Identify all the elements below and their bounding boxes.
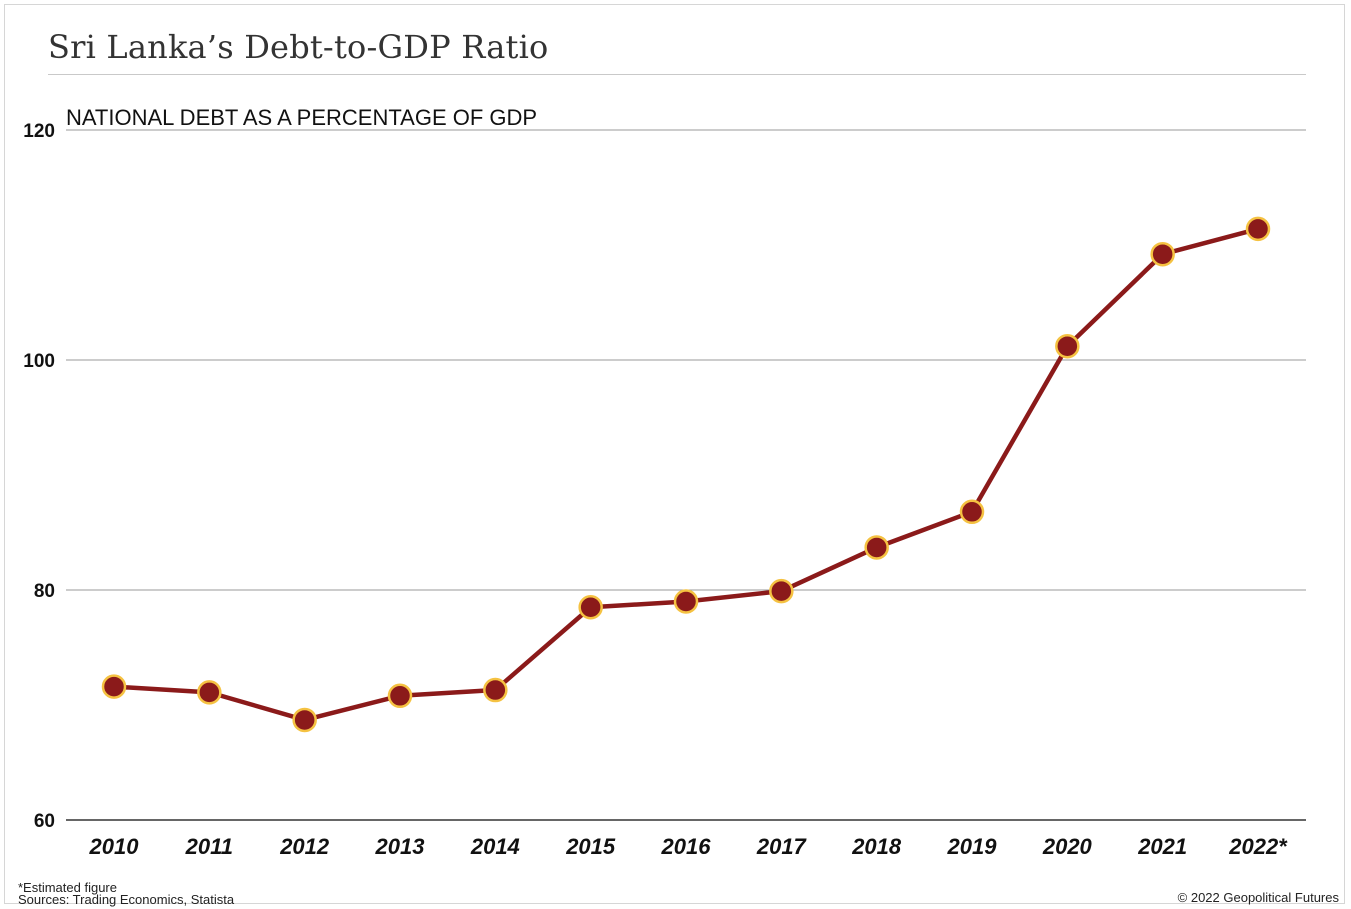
x-tick-label: 2019 [947,834,998,859]
data-point [864,535,889,560]
data-point [292,707,317,733]
x-tick-label: 2014 [470,834,520,859]
x-tick-label: 2012 [279,834,330,859]
data-point [197,680,222,705]
chart-frame [4,4,1345,904]
data-point [101,674,127,699]
data-point [1245,216,1271,242]
x-tick-label: 2022* [1228,834,1288,859]
data-point [483,677,508,703]
grid-layer [66,129,1306,821]
x-tick-label: 2015 [565,834,616,859]
data-point [769,578,794,604]
chart-notes: *Estimated figure Sources: Trading Econo… [18,880,235,907]
x-tick-label: 2021 [1137,834,1187,859]
data-point [959,499,985,525]
title-divider [48,74,1306,75]
y-axis-ticks: 60 80 100 120 [23,121,55,832]
y-tick-label: 120 [23,121,55,142]
data-point [1150,241,1175,267]
x-tick-label: 2020 [1042,834,1093,859]
x-tick-label: 2017 [756,834,808,859]
x-axis-ticks: 2010 2011 2012 2013 2014 2015 2016 2017 2018 2019… [89,834,1289,859]
y-tick-label: 100 [23,351,55,372]
y-tick-label: 80 [34,581,55,602]
series-line [111,226,1261,723]
data-point [1055,333,1080,359]
x-tick-label: 2016 [661,834,712,859]
series-layer [101,216,1271,733]
y-tick-label: 60 [34,811,55,832]
x-tick-label: 2011 [185,834,233,859]
x-tick-label: 2013 [375,834,425,859]
data-point [387,683,413,709]
x-tick-label: 2010 [89,834,140,859]
data-point [578,595,603,620]
estimate-footnote: *Estimated figure [18,880,117,895]
chart-title: Sri Lanka’s Debt-to-GDP Ratio [48,28,549,66]
sources-note: Sources: Trading Economics, Statista [18,892,235,907]
copyright-note: © 2022 Geopolitical Futures [1177,890,1339,905]
data-point [673,589,699,614]
x-tick-label: 2018 [851,834,902,859]
chart-subtitle: NATIONAL DEBT AS A PERCENTAGE OF GDP [66,105,537,130]
